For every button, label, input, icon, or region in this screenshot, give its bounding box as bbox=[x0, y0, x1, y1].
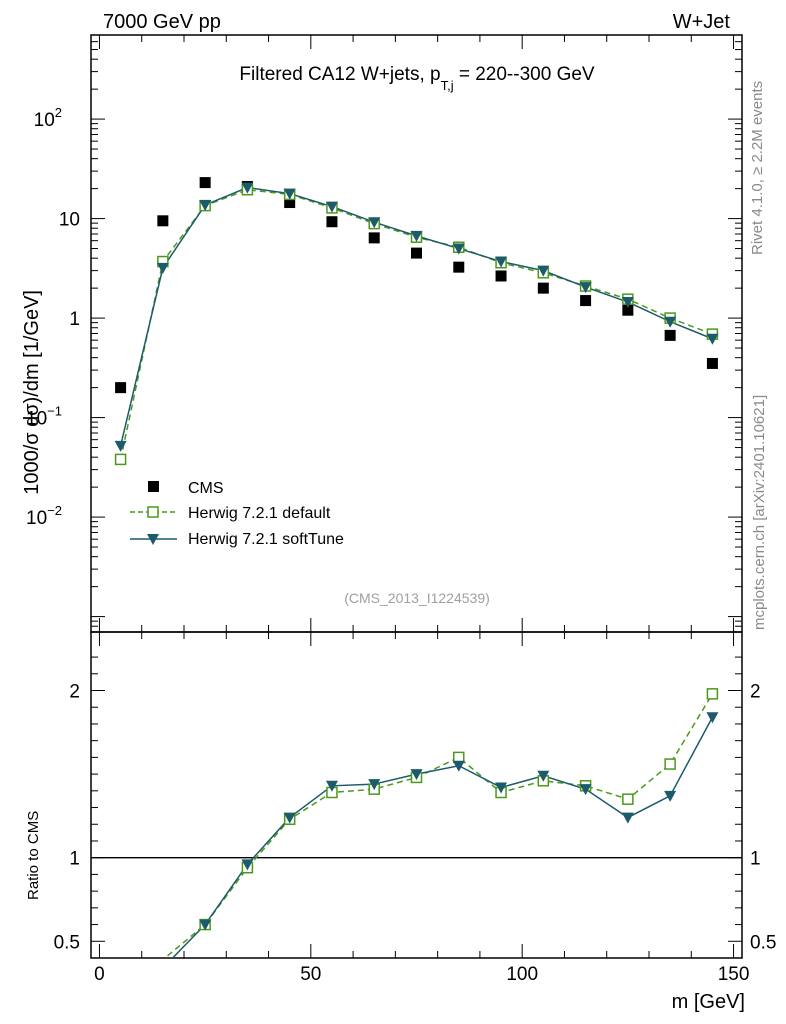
softtune-point bbox=[664, 316, 677, 328]
x-tick-label: 0 bbox=[94, 964, 105, 985]
default-ratio-point bbox=[622, 793, 634, 805]
softtune-ratio-point bbox=[368, 779, 381, 791]
y-tick-label: 10 bbox=[59, 210, 80, 231]
softtune-point bbox=[241, 182, 254, 194]
legend-marker-cms bbox=[148, 481, 159, 492]
ratio-tick-label: 0.5 bbox=[54, 932, 80, 953]
softtune-point bbox=[621, 297, 634, 309]
collision-label: 7000 GeV pp bbox=[103, 11, 221, 33]
chart-title-suffix: = 220--300 GeV bbox=[454, 64, 595, 85]
mcplots-label: mcplots.cern.ch [arXiv:2401.10621] bbox=[751, 395, 768, 630]
ratio-tick-label: 0.5 bbox=[750, 932, 776, 953]
x-axis-label: m [GeV] bbox=[672, 991, 745, 1013]
chart-title-subscript: T,j bbox=[441, 78, 454, 93]
softtune-point bbox=[325, 201, 338, 213]
softtune-point bbox=[706, 333, 719, 345]
softtune-ratio-point bbox=[706, 712, 719, 724]
line-softtune bbox=[119, 186, 713, 447]
y-tick-label: 102 bbox=[34, 105, 62, 131]
ratio-tick-label: 2 bbox=[750, 682, 761, 703]
cms-point bbox=[580, 295, 592, 307]
softtune-point bbox=[114, 440, 127, 452]
softtune-point bbox=[410, 230, 423, 242]
softtune-ratio-point bbox=[325, 780, 338, 792]
default-ratio-point bbox=[664, 758, 676, 770]
softtune-point bbox=[495, 256, 508, 268]
y-tick-label: 10−2 bbox=[26, 503, 62, 529]
cms-point bbox=[368, 232, 380, 244]
softtune-point bbox=[283, 188, 296, 200]
chart-title-prefix: Filtered CA12 W+jets, p bbox=[239, 64, 440, 85]
cms-point bbox=[453, 261, 465, 273]
softtune-ratio-point bbox=[621, 812, 634, 824]
cms-point bbox=[411, 247, 422, 259]
line-default bbox=[119, 188, 713, 460]
cms-point bbox=[284, 197, 296, 209]
ratio-panel-frame bbox=[90, 631, 743, 959]
softtune-ratio-point bbox=[495, 782, 508, 794]
default-point bbox=[114, 453, 127, 466]
analysis-id: (CMS_2013_I1224539) bbox=[344, 590, 490, 606]
process-label: W+Jet bbox=[673, 11, 731, 33]
cms-point bbox=[537, 282, 549, 294]
cms-point bbox=[495, 270, 507, 282]
softtune-point bbox=[452, 243, 465, 255]
cms-point bbox=[326, 216, 338, 228]
cms-point bbox=[622, 304, 634, 316]
ratio-line-default bbox=[163, 693, 714, 958]
softtune-point bbox=[579, 282, 592, 294]
ratio-tick-label: 1 bbox=[750, 849, 761, 870]
softtune-ratio-point bbox=[410, 769, 423, 781]
y-tick-label: 1 bbox=[69, 309, 80, 330]
softtune-ratio-point bbox=[537, 770, 550, 782]
y-tick-label: 10−1 bbox=[26, 404, 62, 430]
cms-point bbox=[199, 177, 211, 189]
ratio-tick-label: 1 bbox=[69, 849, 80, 870]
softtune-ratio-point bbox=[283, 812, 296, 824]
y-axis-label: 1000/σ dσ)/dm [1/GeV] bbox=[21, 290, 43, 495]
axes-ticks: 0 50 100 150 10−2 10−1 1 10 102 0.5 0.5 1 1 2 2 bbox=[26, 34, 776, 985]
softtune-ratio-point bbox=[579, 784, 592, 796]
chart-title: Filtered CA12 W+jets, pT,j = 220--300 Ge… bbox=[239, 64, 595, 93]
x-tick-label: 50 bbox=[300, 964, 321, 985]
softtune-point bbox=[537, 265, 550, 277]
rivet-version-label: Rivet 4.1.0, ≥ 2.2M events bbox=[749, 81, 766, 255]
legend-label-softtune: Herwig 7.2.1 softTune bbox=[188, 531, 344, 548]
softtune-ratio-point bbox=[241, 859, 254, 871]
legend-marker-default bbox=[147, 506, 159, 518]
cms-point bbox=[115, 382, 127, 394]
x-tick-label: 100 bbox=[506, 964, 538, 985]
default-ratio-point bbox=[706, 688, 719, 700]
legend-marker-softtune bbox=[147, 534, 159, 545]
softtune-point bbox=[156, 262, 169, 274]
x-tick-label: 150 bbox=[718, 964, 750, 985]
softtune-point bbox=[199, 199, 212, 211]
ratio-y-axis-label: Ratio to CMS bbox=[25, 811, 42, 900]
softtune-ratio-point bbox=[664, 790, 677, 802]
cms-point bbox=[664, 329, 676, 341]
softtune-ratio-point bbox=[452, 760, 465, 772]
cms-point bbox=[706, 357, 718, 369]
ratio-tick-label: 2 bbox=[69, 682, 80, 703]
legend-label-default: Herwig 7.2.1 default bbox=[188, 505, 331, 522]
softtune-point bbox=[368, 217, 381, 229]
cms-point bbox=[157, 215, 169, 227]
data-marks bbox=[114, 177, 719, 931]
softtune-ratio-point bbox=[199, 919, 212, 931]
legend-label-cms: CMS bbox=[188, 480, 224, 497]
ratio-line-softtune bbox=[171, 716, 714, 958]
legend: CMS Herwig 7.2.1 default Herwig 7.2.1 so… bbox=[130, 480, 344, 548]
